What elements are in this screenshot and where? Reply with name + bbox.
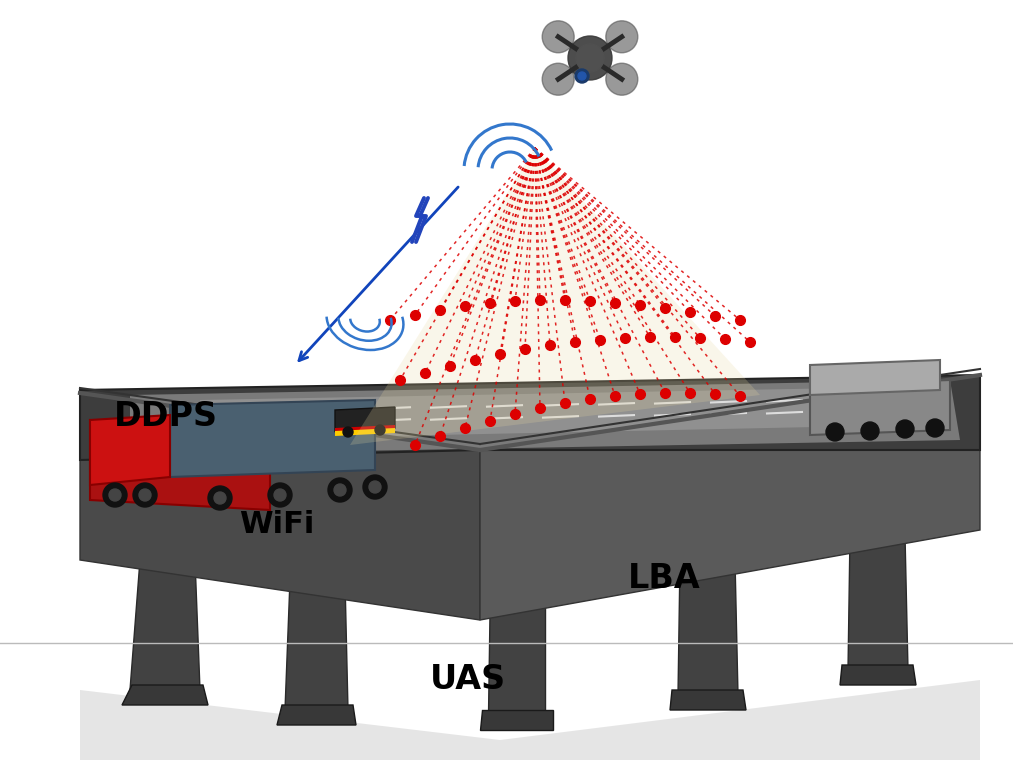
Circle shape (826, 423, 844, 441)
Polygon shape (335, 428, 395, 436)
Polygon shape (480, 710, 553, 730)
Circle shape (343, 427, 353, 437)
Polygon shape (130, 380, 960, 455)
Polygon shape (480, 375, 980, 620)
Polygon shape (122, 685, 208, 705)
Circle shape (575, 69, 589, 83)
Polygon shape (80, 680, 980, 760)
Polygon shape (170, 400, 375, 477)
Circle shape (606, 63, 638, 95)
Polygon shape (848, 535, 908, 670)
Circle shape (268, 483, 292, 507)
Polygon shape (90, 420, 270, 510)
Polygon shape (350, 148, 760, 445)
Text: DDPS: DDPS (113, 401, 218, 433)
Circle shape (606, 21, 638, 52)
Circle shape (861, 422, 879, 440)
Polygon shape (810, 360, 940, 395)
Text: WiFi: WiFi (239, 510, 314, 540)
Polygon shape (335, 407, 395, 432)
Polygon shape (200, 387, 910, 440)
Circle shape (214, 492, 226, 504)
Polygon shape (277, 705, 356, 725)
Circle shape (139, 489, 151, 501)
Circle shape (363, 475, 387, 499)
Circle shape (328, 478, 352, 502)
Polygon shape (678, 560, 738, 695)
Circle shape (578, 72, 586, 80)
Text: UAS: UAS (431, 663, 506, 696)
Circle shape (897, 420, 914, 438)
Circle shape (334, 484, 346, 496)
Circle shape (926, 419, 944, 437)
Circle shape (274, 489, 286, 501)
Circle shape (542, 63, 574, 95)
Polygon shape (335, 425, 395, 434)
Polygon shape (670, 690, 746, 710)
Polygon shape (80, 390, 480, 620)
Polygon shape (130, 560, 200, 690)
Polygon shape (80, 375, 980, 460)
Polygon shape (810, 380, 950, 435)
Polygon shape (285, 580, 348, 710)
Circle shape (103, 483, 127, 507)
Text: LBA: LBA (628, 563, 701, 595)
Circle shape (109, 489, 121, 501)
Polygon shape (488, 580, 545, 715)
Polygon shape (90, 415, 170, 485)
Circle shape (369, 481, 381, 493)
Polygon shape (840, 665, 916, 685)
Circle shape (208, 486, 232, 510)
Circle shape (375, 425, 385, 435)
Circle shape (576, 44, 604, 72)
Circle shape (568, 36, 612, 80)
Circle shape (133, 483, 157, 507)
Circle shape (542, 21, 574, 52)
